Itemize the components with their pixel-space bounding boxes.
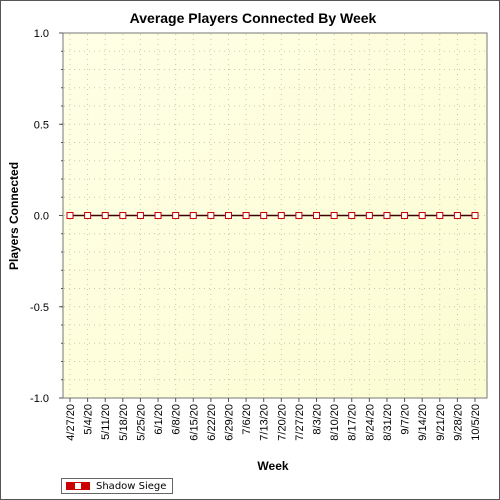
y-tick-label: 1.0 bbox=[34, 28, 49, 40]
x-tick-label: 5/11/20 bbox=[100, 404, 112, 440]
data-point bbox=[207, 212, 215, 219]
legend-swatch bbox=[66, 482, 90, 490]
data-point bbox=[277, 212, 285, 219]
x-tick-label: 8/10/20 bbox=[329, 404, 341, 441]
data-point bbox=[383, 212, 391, 219]
data-point bbox=[330, 212, 338, 219]
data-point bbox=[101, 212, 109, 219]
y-tick-label: -1.0 bbox=[30, 393, 49, 405]
y-axis-label: Players Connected bbox=[7, 162, 21, 270]
x-tick-label: 9/21/20 bbox=[435, 404, 447, 441]
x-tick-label: 8/3/20 bbox=[312, 404, 324, 435]
x-tick-label: 5/25/20 bbox=[135, 404, 147, 441]
data-point bbox=[436, 212, 444, 219]
x-tick-label: 6/8/20 bbox=[171, 404, 183, 435]
data-point bbox=[365, 212, 373, 219]
x-axis-label: Week bbox=[257, 459, 288, 473]
x-tick-label: 8/24/20 bbox=[364, 404, 376, 441]
data-point bbox=[242, 212, 250, 219]
data-point bbox=[224, 212, 232, 219]
chart-title: Average Players Connected By Week bbox=[130, 10, 377, 26]
x-tick-label: 4/27/20 bbox=[65, 404, 77, 441]
x-tick-label: 9/14/20 bbox=[417, 404, 429, 441]
x-tick-label: 7/27/20 bbox=[294, 404, 306, 441]
data-point bbox=[401, 212, 409, 219]
legend: Shadow Siege bbox=[61, 478, 174, 494]
y-tick-label: 0.5 bbox=[34, 119, 49, 131]
data-point bbox=[418, 212, 426, 219]
x-tick-label: 5/4/20 bbox=[83, 404, 95, 435]
y-tick-label: 0.0 bbox=[34, 211, 49, 223]
x-tick-label: 6/1/20 bbox=[153, 404, 165, 435]
data-point bbox=[295, 212, 303, 219]
x-tick-label: 8/31/20 bbox=[382, 404, 394, 441]
x-tick-label: 9/28/20 bbox=[452, 404, 464, 441]
x-tick-label: 5/18/20 bbox=[118, 404, 130, 441]
data-point bbox=[313, 212, 321, 219]
x-tick-label: 10/5/20 bbox=[470, 404, 482, 441]
data-point bbox=[136, 212, 144, 219]
x-tick-label: 7/20/20 bbox=[276, 404, 288, 441]
data-point bbox=[471, 212, 479, 219]
x-tick-label: 6/29/20 bbox=[223, 404, 235, 441]
x-tick-label: 6/15/20 bbox=[188, 404, 200, 441]
y-tick-label: -0.5 bbox=[30, 302, 49, 314]
legend-label-shadow-siege: Shadow Siege bbox=[96, 480, 167, 492]
data-point bbox=[260, 212, 268, 219]
x-tick-label: 8/17/20 bbox=[347, 404, 359, 441]
x-tick-label: 7/6/20 bbox=[241, 404, 253, 435]
data-point bbox=[453, 212, 461, 219]
data-point bbox=[84, 212, 92, 219]
x-tick-label: 7/13/20 bbox=[259, 404, 271, 441]
data-point bbox=[154, 212, 162, 219]
data-point bbox=[189, 212, 197, 219]
x-tick-label: 6/22/20 bbox=[206, 404, 218, 441]
data-point bbox=[119, 212, 127, 219]
data-point bbox=[172, 212, 180, 219]
data-point bbox=[348, 212, 356, 219]
data-point bbox=[66, 212, 74, 219]
axis-layer: 1.0 0.5 0.0 -0.5 -1.0 4/27/20 5/4/20 5/11/20 5/1… bbox=[30, 28, 482, 441]
x-tick-label: 9/7/20 bbox=[400, 404, 412, 435]
series-layer bbox=[66, 212, 479, 219]
